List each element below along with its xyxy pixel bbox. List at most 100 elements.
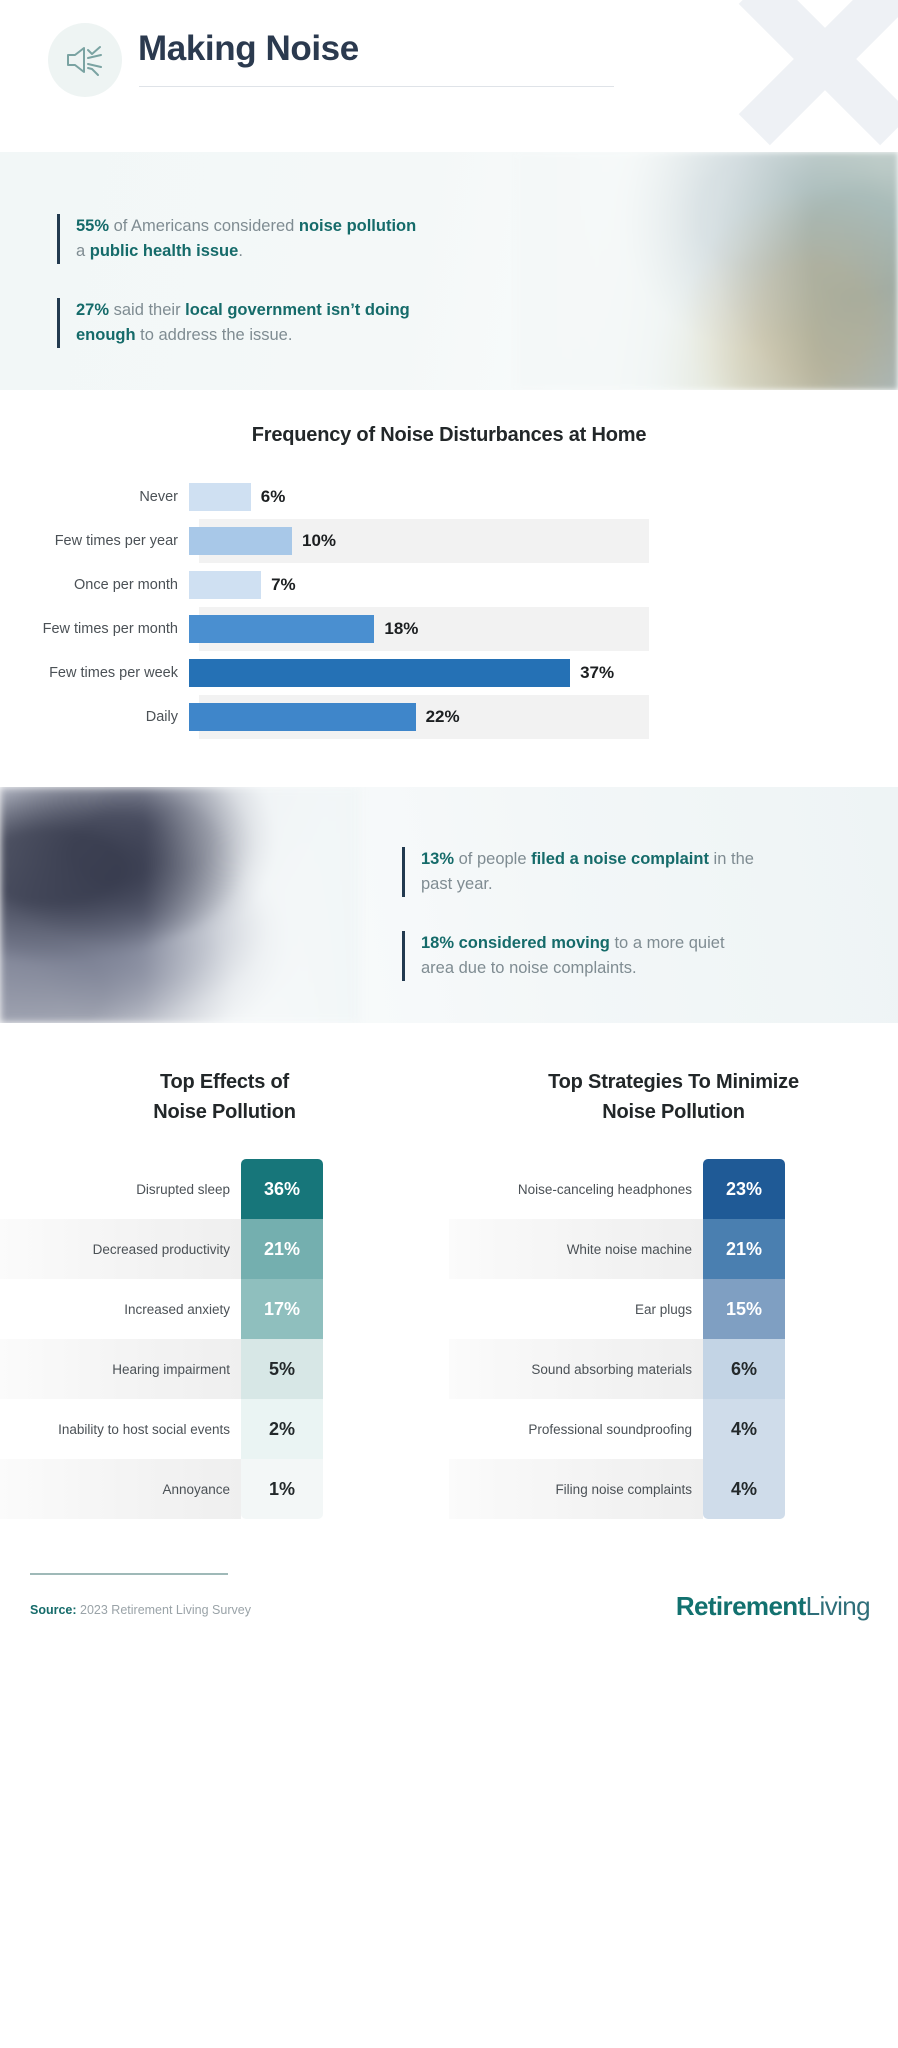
comparison-tables: Top Effects of Noise Pollution Disrupted…	[0, 1023, 898, 1539]
table-row: Noise-canceling headphones 23%	[449, 1159, 785, 1219]
retirement-living-logo[interactable]: RetirementLiving	[675, 1591, 871, 1622]
page-header: Making Noise	[0, 0, 898, 152]
stat-callout: 27% said their local government isn’t do…	[57, 298, 427, 348]
table-rows-top-effects: Disrupted sleep 36% Decreased productivity…	[0, 1159, 449, 1519]
table-title-line1: Top Strategies To Minimize	[548, 1071, 799, 1093]
table-row-value: 2%	[241, 1399, 323, 1459]
table-row: Annoyance 1%	[0, 1459, 323, 1519]
bar-category-label: Few times per month	[42, 621, 178, 637]
table-rows-top-strategies: Noise-canceling headphones 23% White noise…	[449, 1159, 898, 1519]
table-row-label: Filing noise complaints	[449, 1459, 703, 1519]
table-row-label: Hearing impairment	[0, 1339, 241, 1399]
source-note: Source: 2023 Retirement Living Survey	[30, 1603, 251, 1617]
stat-callout: 55% of Americans considered noise pollut…	[57, 214, 427, 264]
stat-list-2: 13% of people filed a noise complaint in…	[402, 847, 762, 1015]
bar-track: 6%	[189, 483, 898, 511]
table-row-label: White noise machine	[449, 1219, 703, 1279]
bar-category-label: Never	[139, 489, 178, 505]
bar-category-label: Few times per year	[54, 533, 178, 549]
bar-category-label: Few times per week	[49, 665, 178, 681]
table-row: Few times per week 37%	[0, 651, 898, 695]
table-title-top-strategies: Top Strategies To Minimize Noise Polluti…	[449, 1067, 898, 1127]
table-row: Few times per month 18%	[0, 607, 898, 651]
table-top-strategies: Top Strategies To Minimize Noise Polluti…	[449, 1067, 898, 1519]
stats-band-traffic: 55% of Americans considered noise pollut…	[0, 152, 898, 390]
speaker-sound-waves-icon	[48, 23, 122, 97]
stat-accent-bar	[57, 214, 60, 264]
footer-divider	[30, 1573, 228, 1575]
x-shape-decoration-icon	[730, 0, 898, 152]
table-row: Never 6%	[0, 475, 898, 519]
bar-track: 18%	[189, 615, 898, 643]
table-row-label: Increased anxiety	[124, 1301, 230, 1317]
stat-callout: 13% of people filed a noise complaint in…	[402, 847, 762, 897]
bar-category-label: Daily	[145, 709, 178, 725]
table-row-value: 1%	[241, 1459, 323, 1519]
table-row-label: Sound absorbing materials	[449, 1339, 703, 1399]
bar	[189, 571, 262, 599]
table-row-value: 6%	[703, 1339, 785, 1399]
stat-accent-bar	[402, 931, 405, 981]
table-row-label: Noise-canceling headphones	[517, 1181, 692, 1197]
bar-value-label: 7%	[271, 575, 296, 594]
table-row-label: Ear plugs	[634, 1301, 692, 1317]
source-text: 2023 Retirement Living Survey	[76, 1603, 251, 1617]
table-title-line2: Noise Pollution	[153, 1101, 296, 1123]
bar-track: 7%	[189, 571, 898, 599]
stat-text: 55% of Americans considered noise pollut…	[76, 217, 417, 260]
bar	[189, 615, 375, 643]
table-row: Ear plugs 15%	[449, 1279, 785, 1339]
stat-list-1: 55% of Americans considered noise pollut…	[57, 214, 427, 382]
logo-bold-part: Retirement	[675, 1591, 806, 1621]
table-title-top-effects: Top Effects of Noise Pollution	[0, 1067, 449, 1127]
table-row: Decreased productivity 21%	[0, 1219, 323, 1279]
table-row-label: Decreased productivity	[0, 1219, 241, 1279]
table-row-value: 17%	[241, 1279, 323, 1339]
table-row-value: 15%	[703, 1279, 785, 1339]
table-row: Increased anxiety 17%	[0, 1279, 323, 1339]
table-top-effects: Top Effects of Noise Pollution Disrupted…	[0, 1067, 449, 1519]
bar-rows: Never 6% Few times per year 10% Once per mon…	[0, 475, 898, 739]
bar-value-label: 10%	[302, 531, 337, 550]
table-row: Inability to host social events 2%	[0, 1399, 323, 1459]
stats-band-crowd: 13% of people filed a noise complaint in…	[0, 787, 898, 1023]
table-row-label: Annoyance	[0, 1459, 241, 1519]
table-row: Filing noise complaints 4%	[449, 1459, 785, 1519]
table-row: Sound absorbing materials 6%	[449, 1339, 785, 1399]
bar-value-label: 18%	[384, 619, 419, 638]
chart-title: Frequency of Noise Disturbances at Home	[251, 424, 647, 446]
table-row-label: Disrupted sleep	[136, 1181, 230, 1197]
page-title: Making Noise	[138, 29, 359, 68]
table-row-value: 4%	[703, 1459, 785, 1519]
logo-light-part: Living	[805, 1591, 871, 1621]
table-row-value: 21%	[703, 1219, 785, 1279]
header-divider	[139, 86, 614, 87]
stat-text: 13% of people filed a noise complaint in…	[421, 850, 754, 893]
stat-accent-bar	[57, 298, 60, 348]
table-row-value: 36%	[241, 1159, 323, 1219]
bar-track: 10%	[189, 527, 898, 555]
table-row: White noise machine 21%	[449, 1219, 785, 1279]
table-row: Few times per year 10%	[0, 519, 898, 563]
bar-value-label: 22%	[425, 707, 460, 726]
table-row-value: 4%	[703, 1399, 785, 1459]
table-row: Professional soundproofing 4%	[449, 1399, 785, 1459]
table-row-label: Inability to host social events	[58, 1421, 230, 1437]
bar	[189, 659, 571, 687]
stat-callout: 18% considered moving to a more quiet ar…	[402, 931, 762, 981]
bar-value-label: 6%	[260, 487, 286, 506]
table-row-value: 5%	[241, 1339, 323, 1399]
frequency-bar-chart: Frequency of Noise Disturbances at Home …	[0, 390, 898, 787]
bar	[189, 527, 292, 555]
table-row: Daily 22%	[0, 695, 898, 739]
page-footer: Source: 2023 Retirement Living Survey Re…	[0, 1539, 898, 1651]
table-title-line2: Noise Pollution	[602, 1101, 745, 1123]
source-label: Source:	[30, 1603, 77, 1617]
bar	[189, 483, 251, 511]
bar	[189, 703, 416, 731]
bar-track: 37%	[189, 659, 898, 687]
bar-category-label: Once per month	[74, 577, 178, 593]
stat-text: 27% said their local government isn’t do…	[76, 301, 410, 344]
table-row: Once per month 7%	[0, 563, 898, 607]
